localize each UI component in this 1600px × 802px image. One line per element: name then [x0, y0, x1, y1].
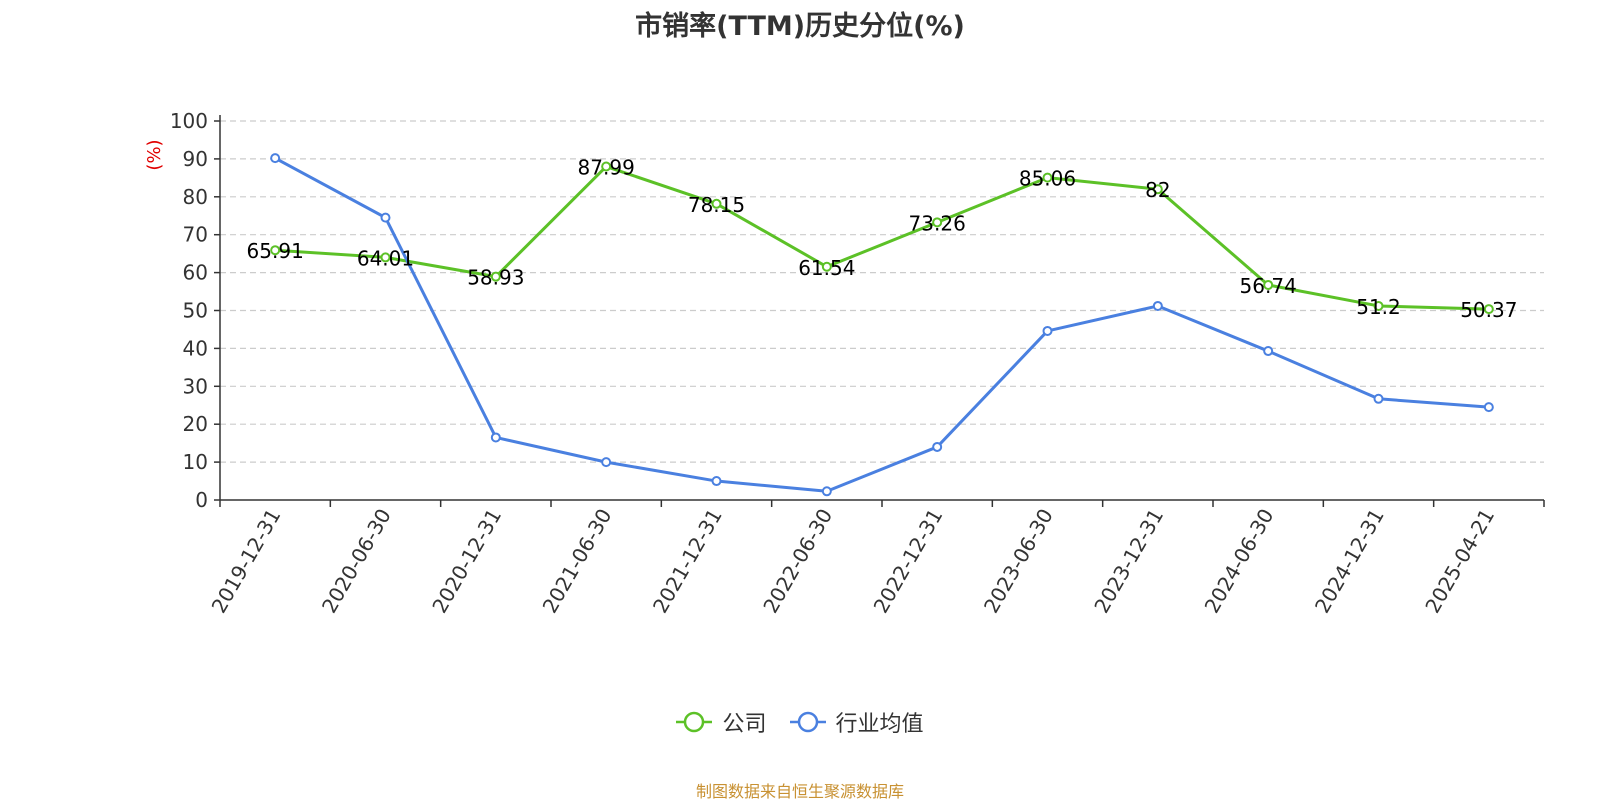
data-label-4: 78.15 — [688, 193, 745, 217]
data-label-1: 64.01 — [357, 246, 414, 270]
source-footer: 制图数据来自恒生聚源数据库 — [695, 782, 904, 801]
series-line-1 — [274, 156, 1489, 493]
series-1-point-4[interactable] — [711, 476, 722, 487]
series-1-point-1[interactable] — [380, 212, 391, 223]
y-tick-label-90: 90 — [183, 147, 208, 171]
x-tick-label-2019-12-31: 2019-12-31 — [207, 505, 286, 618]
series-0-point-7[interactable] — [1042, 172, 1053, 183]
x-tick-label-2025-04-21: 2025-04-21 — [1420, 505, 1499, 618]
series-1-point-7[interactable] — [1042, 325, 1053, 336]
x-tick-label-2022-12-31: 2022-12-31 — [869, 505, 948, 618]
series-0-point-1[interactable] — [380, 252, 391, 263]
legend-label-company: 公司 — [722, 712, 767, 737]
x-tick-label-2024-12-31: 2024-12-31 — [1310, 505, 1389, 618]
data-label-11: 50.37 — [1460, 298, 1517, 322]
series-1-point-0[interactable] — [270, 153, 281, 164]
data-label-9: 56.74 — [1240, 274, 1297, 298]
y-tick-label-100: 100 — [170, 109, 208, 133]
series-0-point-2[interactable] — [490, 271, 501, 282]
data-label-6: 73.26 — [909, 211, 966, 235]
line-chart: (%) 0 10 20 30 40 50 60 70 80 90 100 2019-12-31 202… — [144, 109, 1545, 618]
x-tick-label-2021-12-31: 2021-12-31 — [648, 505, 727, 618]
x-tick-label-2023-12-31: 2023-12-31 — [1089, 505, 1168, 618]
series-0-point-3[interactable] — [601, 161, 612, 172]
legend: 公司 行业均值 — [0, 706, 1600, 739]
y-tick-label-30: 30 — [183, 374, 208, 398]
chart-title: 市销率(TTM)历史分位(%) — [635, 11, 965, 42]
series-0-point-11[interactable] — [1483, 304, 1494, 315]
series-0-point-10[interactable] — [1373, 300, 1384, 311]
data-label-7: 85.06 — [1019, 167, 1076, 191]
legend-item-industry-avg[interactable]: 行业均值 — [789, 706, 924, 738]
series-0-point-9[interactable] — [1263, 279, 1274, 290]
data-labels: 65.91 64.01 58.93 87.99 78.15 61.54 73.26 85.06… — [247, 156, 1518, 323]
y-tick-label-80: 80 — [183, 185, 208, 209]
y-tick-label-20: 20 — [183, 412, 208, 436]
x-tick-label-2020-12-31: 2020-12-31 — [427, 505, 506, 618]
series-line-0 — [275, 165, 1489, 311]
x-axis-ticks: 2019-12-31 2020-06-30 2020-12-31 2021-06-30… — [207, 500, 1545, 618]
series-1-point-5[interactable] — [821, 486, 832, 497]
legend-item-company[interactable]: 公司 — [676, 706, 767, 738]
series-0-point-0[interactable] — [270, 245, 281, 256]
data-label-0: 65.91 — [247, 239, 304, 263]
series-1-point-6[interactable] — [932, 441, 943, 452]
data-label-10: 51.2 — [1356, 295, 1401, 319]
y-tick-label-0: 0 — [195, 488, 208, 512]
axes — [219, 115, 1544, 501]
y-tick-label-70: 70 — [183, 223, 208, 247]
y-axis-label: (%) — [144, 139, 165, 170]
data-label-5: 61.54 — [798, 256, 855, 280]
series-0-point-6[interactable] — [932, 217, 943, 228]
data-label-2: 58.93 — [467, 266, 524, 290]
series-0-point-8[interactable] — [1152, 184, 1163, 195]
data-label-8: 82 — [1145, 178, 1170, 202]
legend-marker-company-icon — [676, 711, 713, 733]
series-1-point-11[interactable] — [1483, 402, 1494, 413]
series-1-point-8[interactable] — [1152, 300, 1163, 311]
series-1-point-9[interactable] — [1263, 346, 1274, 357]
series-1-point-10[interactable] — [1373, 393, 1384, 404]
y-axis-ticks: 0 10 20 30 40 50 60 70 80 90 100 — [170, 109, 220, 512]
series-1-point-2[interactable] — [490, 432, 501, 443]
x-tick-label-2022-06-30: 2022-06-30 — [758, 505, 837, 618]
series-0-point-5[interactable] — [821, 261, 832, 272]
series-0-point-4[interactable] — [711, 198, 722, 209]
legend-marker-industry-icon — [789, 711, 826, 733]
grid-lines — [220, 120, 1544, 463]
x-tick-label-2024-06-30: 2024-06-30 — [1200, 505, 1279, 618]
y-tick-label-50: 50 — [183, 299, 208, 323]
y-tick-label-40: 40 — [183, 336, 208, 360]
data-label-3: 87.99 — [578, 156, 635, 180]
x-tick-label-2021-06-30: 2021-06-30 — [538, 505, 617, 618]
y-tick-label-10: 10 — [183, 450, 208, 474]
x-tick-label-2020-06-30: 2020-06-30 — [317, 505, 396, 618]
x-tick-label-2023-06-30: 2023-06-30 — [979, 505, 1058, 618]
y-tick-label-60: 60 — [183, 261, 208, 285]
series-layer — [270, 153, 1494, 497]
series-1-point-3[interactable] — [601, 457, 612, 468]
legend-label-industry-avg: 行业均值 — [835, 712, 924, 737]
